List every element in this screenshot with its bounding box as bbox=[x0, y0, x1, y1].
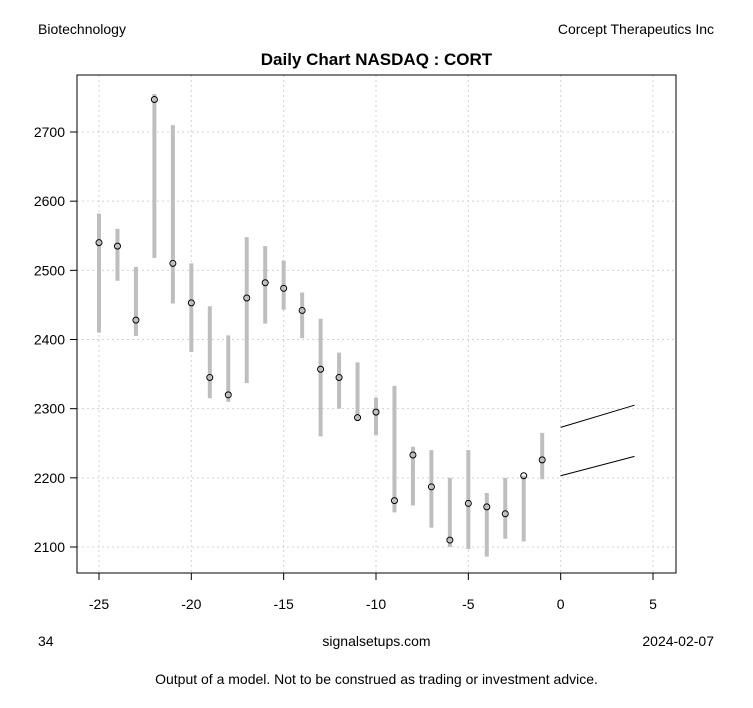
close-point bbox=[464, 499, 472, 507]
close-point bbox=[224, 391, 232, 399]
footer-site: signalsetups.com bbox=[322, 633, 431, 649]
close-point bbox=[409, 451, 417, 459]
x-tick-label: -20 bbox=[181, 596, 201, 612]
x-tick-label: -15 bbox=[274, 596, 294, 612]
close-point bbox=[538, 456, 546, 464]
close-point bbox=[261, 279, 269, 287]
y-tick-label: 2200 bbox=[34, 470, 65, 486]
y-tick-label: 2600 bbox=[34, 193, 65, 209]
sector-label: Biotechnology bbox=[38, 21, 126, 37]
close-point bbox=[372, 408, 380, 416]
disclaimer: Output of a model. Not to be construed a… bbox=[155, 671, 598, 687]
forecast-line-lower bbox=[560, 455, 635, 477]
close-point bbox=[280, 284, 288, 292]
company-label: Corcept Therapeutics Inc bbox=[557, 21, 714, 37]
y-tick-label: 2400 bbox=[34, 332, 65, 348]
close-point bbox=[354, 414, 362, 422]
y-tick-label: 2700 bbox=[34, 124, 65, 140]
close-point bbox=[427, 483, 435, 491]
chart-title: Daily Chart NASDAQ : CORT bbox=[260, 50, 493, 69]
close-point bbox=[113, 242, 121, 250]
close-point bbox=[483, 503, 491, 511]
close-point bbox=[317, 365, 325, 373]
y-tick-label: 2500 bbox=[34, 262, 65, 278]
close-point bbox=[501, 510, 509, 518]
close-point bbox=[298, 306, 306, 314]
close-point bbox=[132, 316, 140, 324]
close-point bbox=[446, 536, 454, 544]
footer-date: 2024-02-07 bbox=[642, 633, 714, 649]
close-point bbox=[95, 239, 103, 247]
x-tick-label: 0 bbox=[557, 596, 565, 612]
close-point bbox=[187, 299, 195, 307]
close-point bbox=[150, 95, 158, 103]
close-point bbox=[335, 374, 343, 382]
y-tick-label: 2300 bbox=[34, 401, 65, 417]
x-tick-label: -10 bbox=[366, 596, 386, 612]
plot-frame bbox=[76, 74, 677, 574]
close-point bbox=[520, 472, 528, 480]
x-tick-label: -25 bbox=[89, 596, 109, 612]
close-point bbox=[206, 374, 214, 382]
close-point bbox=[243, 294, 251, 302]
x-tick-label: 5 bbox=[649, 596, 657, 612]
footer-left: 34 bbox=[38, 633, 54, 649]
close-point bbox=[390, 497, 398, 505]
y-tick-label: 2100 bbox=[34, 539, 65, 555]
forecast-line-upper bbox=[560, 404, 635, 428]
close-point bbox=[169, 259, 177, 267]
x-tick-label: -5 bbox=[462, 596, 475, 612]
